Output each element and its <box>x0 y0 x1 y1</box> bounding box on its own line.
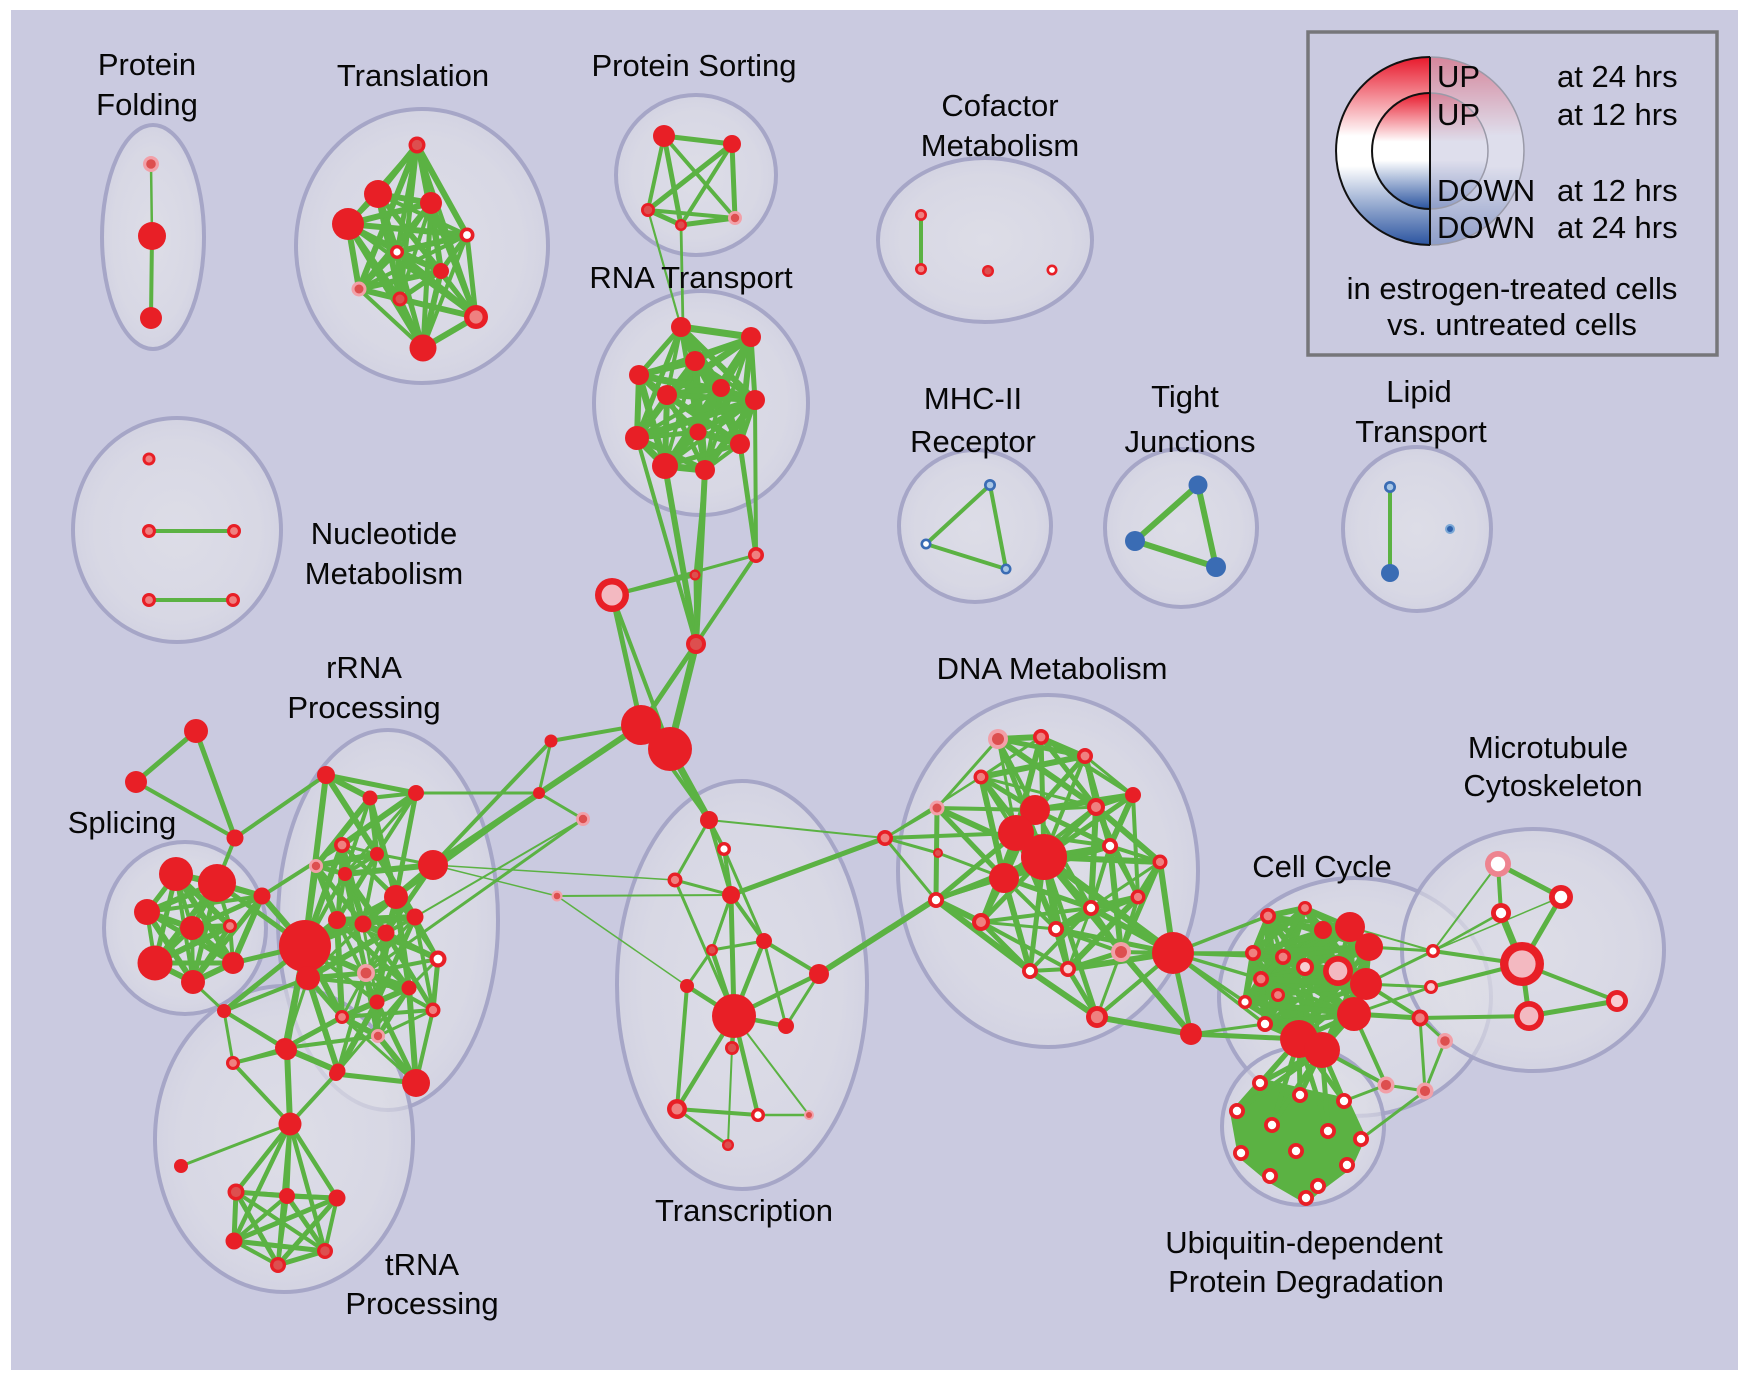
svg-text:UP: UP <box>1437 97 1480 132</box>
svg-text:at 24 hrs: at 24 hrs <box>1557 210 1678 245</box>
svg-text:Protein: Protein <box>98 47 196 82</box>
svg-text:Processing: Processing <box>345 1286 498 1321</box>
svg-text:Metabolism: Metabolism <box>921 128 1080 163</box>
svg-text:MHC-II: MHC-II <box>924 381 1022 416</box>
svg-text:UP: UP <box>1437 59 1480 94</box>
svg-text:at 24 hrs: at 24 hrs <box>1557 59 1678 94</box>
svg-text:DOWN: DOWN <box>1437 173 1535 208</box>
svg-text:Metabolism: Metabolism <box>305 556 464 591</box>
svg-text:Ubiquitin-dependent: Ubiquitin-dependent <box>1165 1225 1443 1260</box>
svg-text:Protein Degradation: Protein Degradation <box>1168 1264 1444 1299</box>
svg-text:tRNA: tRNA <box>385 1247 459 1282</box>
svg-text:Splicing: Splicing <box>68 805 177 840</box>
svg-text:Translation: Translation <box>337 58 489 93</box>
svg-text:rRNA: rRNA <box>326 650 402 685</box>
svg-text:Junctions: Junctions <box>1125 424 1256 459</box>
svg-text:vs. untreated cells: vs. untreated cells <box>1387 307 1637 342</box>
svg-text:Processing: Processing <box>287 690 440 725</box>
svg-text:Transport: Transport <box>1355 414 1487 449</box>
svg-text:Nucleotide: Nucleotide <box>311 516 457 551</box>
svg-text:RNA Transport: RNA Transport <box>589 260 793 295</box>
svg-text:at 12 hrs: at 12 hrs <box>1557 97 1678 132</box>
svg-text:Transcription: Transcription <box>655 1193 833 1228</box>
svg-text:DOWN: DOWN <box>1437 210 1535 245</box>
svg-text:Cell Cycle: Cell Cycle <box>1252 849 1392 884</box>
svg-text:Folding: Folding <box>96 87 198 122</box>
svg-text:Cytoskeleton: Cytoskeleton <box>1463 768 1642 803</box>
svg-text:Tight: Tight <box>1151 379 1219 414</box>
svg-text:in estrogen-treated cells: in estrogen-treated cells <box>1347 271 1678 306</box>
svg-text:Lipid: Lipid <box>1386 374 1452 409</box>
svg-text:Microtubule: Microtubule <box>1468 730 1628 765</box>
svg-text:at 12 hrs: at 12 hrs <box>1557 173 1678 208</box>
svg-text:Protein Sorting: Protein Sorting <box>591 48 796 83</box>
svg-text:DNA Metabolism: DNA Metabolism <box>937 651 1168 686</box>
svg-text:Receptor: Receptor <box>910 424 1036 459</box>
svg-text:Cofactor: Cofactor <box>941 88 1058 123</box>
